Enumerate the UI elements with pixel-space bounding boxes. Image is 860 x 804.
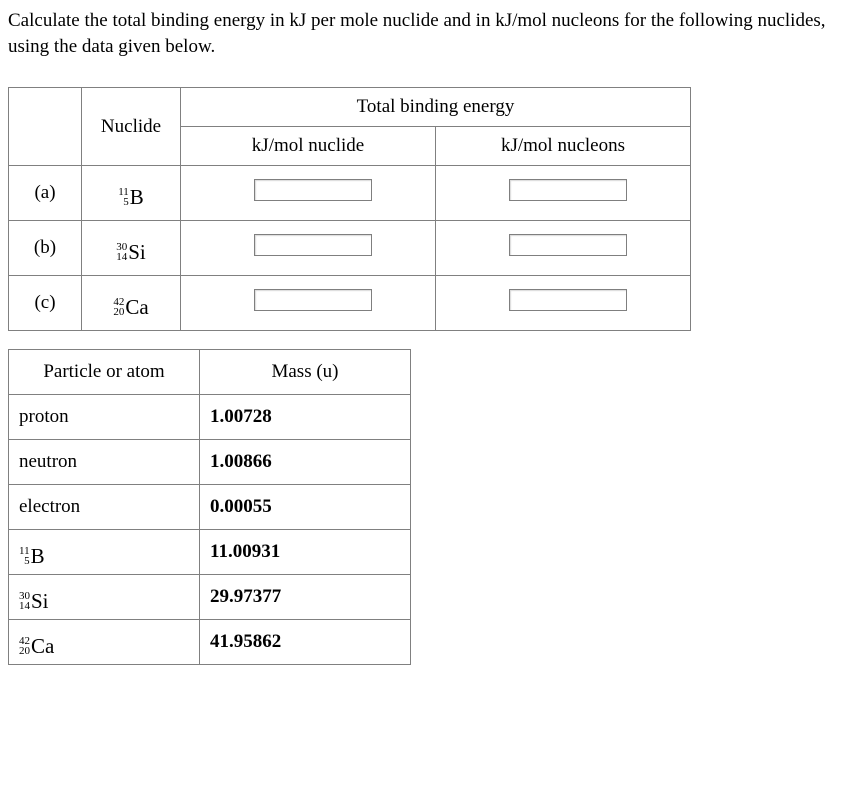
element-symbol: Si bbox=[128, 242, 146, 263]
table-row: proton 1.00728 bbox=[9, 395, 411, 440]
mass-value: 11.00931 bbox=[200, 530, 411, 575]
isotope-notation: 115 B bbox=[118, 187, 144, 208]
table-row: 115 B 11.00931 bbox=[9, 530, 411, 575]
atomic-number: 14 bbox=[116, 252, 127, 262]
atomic-number: 20 bbox=[113, 307, 124, 317]
question-text: Calculate the total binding energy in kJ… bbox=[8, 8, 852, 59]
kj-nuclide-input[interactable] bbox=[254, 289, 372, 311]
kj-nucleons-input[interactable] bbox=[509, 234, 627, 256]
kj-nuclide-input[interactable] bbox=[254, 234, 372, 256]
mass-value: 41.95862 bbox=[200, 620, 411, 665]
element-symbol: B bbox=[31, 546, 45, 567]
table-row: (b) 3014 Si bbox=[9, 221, 691, 276]
header-particle: Particle or atom bbox=[9, 350, 200, 395]
particle-label: proton bbox=[9, 395, 200, 440]
table-row: neutron 1.00866 bbox=[9, 440, 411, 485]
row-label: (c) bbox=[9, 276, 82, 331]
table-row: electron 0.00055 bbox=[9, 485, 411, 530]
table-row: 3014 Si 29.97377 bbox=[9, 575, 411, 620]
header-kj-nucleons: kJ/mol nucleons bbox=[436, 127, 691, 166]
table-row: (c) 4220 Ca bbox=[9, 276, 691, 331]
binding-energy-table: Nuclide Total binding energy kJ/mol nucl… bbox=[8, 87, 691, 331]
particle-label: electron bbox=[9, 485, 200, 530]
atomic-number: 14 bbox=[19, 601, 30, 611]
mass-value: 0.00055 bbox=[200, 485, 411, 530]
atomic-number: 5 bbox=[24, 556, 30, 566]
isotope-notation: 4220 Ca bbox=[113, 297, 148, 318]
header-nuclide: Nuclide bbox=[82, 88, 181, 166]
atomic-number: 20 bbox=[19, 646, 30, 656]
table-row: (a) 115 B bbox=[9, 166, 691, 221]
particle-label: 115 B bbox=[9, 530, 200, 575]
mass-value: 29.97377 bbox=[200, 575, 411, 620]
mass-data-table: Particle or atom Mass (u) proton 1.00728… bbox=[8, 349, 411, 665]
row-label: (b) bbox=[9, 221, 82, 276]
nuclide-cell: 115 B bbox=[82, 166, 181, 221]
mass-value: 1.00728 bbox=[200, 395, 411, 440]
isotope-notation: 3014 Si bbox=[19, 591, 49, 612]
particle-label: 3014 Si bbox=[9, 575, 200, 620]
nuclide-cell: 3014 Si bbox=[82, 221, 181, 276]
isotope-notation: 3014 Si bbox=[116, 242, 146, 263]
element-symbol: B bbox=[130, 187, 144, 208]
isotope-notation: 4220 Ca bbox=[19, 636, 54, 657]
header-total-binding-energy: Total binding energy bbox=[181, 88, 691, 127]
element-symbol: Ca bbox=[31, 636, 54, 657]
header-blank bbox=[9, 88, 82, 166]
atomic-number: 5 bbox=[123, 197, 129, 207]
element-symbol: Ca bbox=[125, 297, 148, 318]
mass-value: 1.00866 bbox=[200, 440, 411, 485]
particle-label: 4220 Ca bbox=[9, 620, 200, 665]
isotope-notation: 115 B bbox=[19, 546, 45, 567]
kj-nucleons-input[interactable] bbox=[509, 179, 627, 201]
kj-nuclide-input[interactable] bbox=[254, 179, 372, 201]
nuclide-cell: 4220 Ca bbox=[82, 276, 181, 331]
header-kj-nuclide: kJ/mol nuclide bbox=[181, 127, 436, 166]
header-mass: Mass (u) bbox=[200, 350, 411, 395]
row-label: (a) bbox=[9, 166, 82, 221]
kj-nucleons-input[interactable] bbox=[509, 289, 627, 311]
particle-label: neutron bbox=[9, 440, 200, 485]
element-symbol: Si bbox=[31, 591, 49, 612]
table-row: 4220 Ca 41.95862 bbox=[9, 620, 411, 665]
